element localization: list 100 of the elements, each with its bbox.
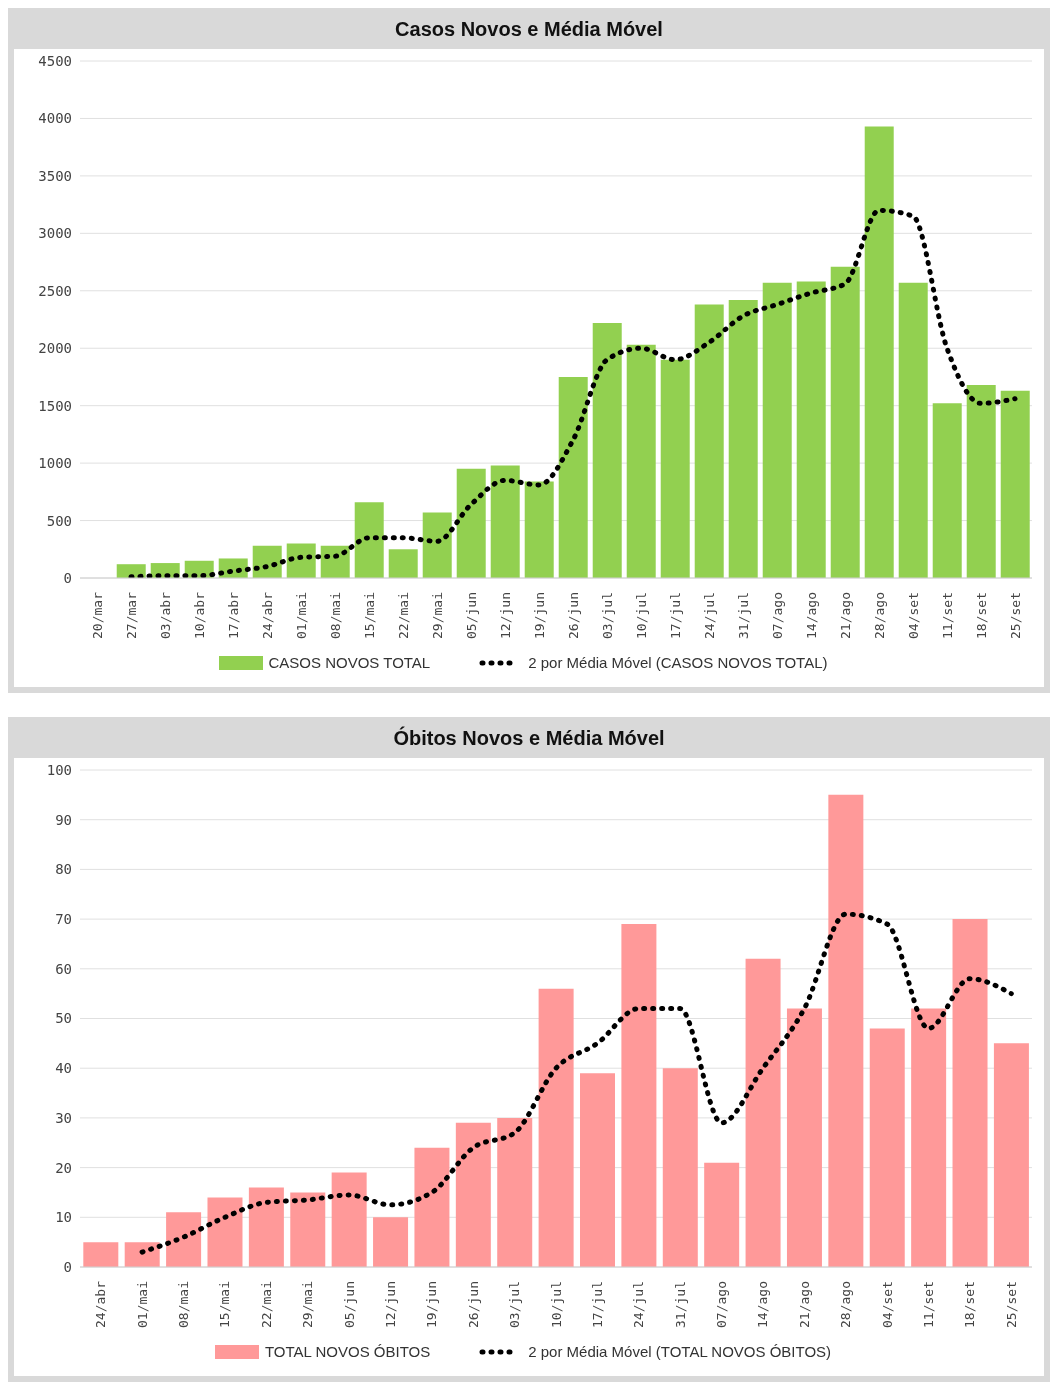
x-tick-label: 20/mar	[89, 591, 105, 639]
bar	[207, 1197, 243, 1267]
y-tick-label: 1500	[38, 397, 72, 414]
bar	[694, 304, 724, 578]
bar	[455, 1122, 491, 1267]
x-tick-label: 26/jun	[465, 1281, 481, 1328]
x-tick-label: 31/jul	[672, 1281, 688, 1328]
bar	[248, 1187, 284, 1267]
chart-title: Óbitos Novos e Média Móvel	[392, 725, 666, 751]
x-tick-label: 24/abr	[93, 1280, 109, 1328]
x-tick-label: 03/jul	[599, 592, 615, 639]
bar	[580, 1073, 616, 1267]
y-tick-label: 100	[46, 761, 72, 778]
x-tick-label: 24/jul	[631, 1281, 647, 1328]
y-tick-label: 20	[55, 1159, 72, 1176]
bar	[662, 1068, 698, 1267]
bar	[869, 1028, 905, 1267]
legend-label: CASOS NOVOS TOTAL	[268, 654, 431, 671]
bar	[828, 794, 864, 1267]
x-tick-label: 15/mai	[361, 592, 377, 639]
x-tick-label: 18/set	[973, 592, 989, 639]
legend-label: 2 por Média Móvel (CASOS NOVOS TOTAL)	[528, 654, 828, 671]
x-tick-label: 22/mai	[395, 592, 411, 639]
x-tick-label: 12/jun	[382, 1281, 398, 1328]
x-tick-label: 17/abr	[225, 591, 241, 639]
bar	[993, 1043, 1029, 1267]
y-tick-label: 90	[55, 811, 72, 828]
x-tick-label: 31/jul	[735, 592, 751, 639]
bar	[745, 958, 781, 1267]
x-tick-label: 05/jun	[341, 1281, 357, 1328]
bar	[898, 282, 928, 578]
y-tick-label: 3000	[38, 225, 72, 242]
x-tick-label: 14/ago	[755, 1281, 771, 1328]
x-tick-label: 19/jun	[424, 1281, 440, 1328]
x-tick-label: 03/jul	[507, 1281, 523, 1328]
x-tick-label: 29/mai	[300, 1281, 316, 1328]
y-tick-label: 500	[46, 512, 72, 529]
bar	[762, 282, 792, 578]
bar	[704, 1162, 740, 1267]
bar	[490, 465, 520, 578]
y-tick-label: 3500	[38, 167, 72, 184]
bar	[830, 266, 860, 578]
bar	[422, 512, 452, 578]
bar	[414, 1147, 450, 1267]
bar	[1000, 390, 1030, 578]
x-tick-label: 29/mai	[429, 592, 445, 639]
bar	[166, 1212, 202, 1267]
y-tick-label: 10	[55, 1209, 72, 1226]
legend-label: TOTAL NOVOS ÓBITOS	[264, 1343, 431, 1360]
x-tick-label: 10/jul	[633, 592, 649, 639]
bar	[932, 403, 962, 578]
bar	[290, 1192, 326, 1267]
x-tick-label: 19/jun	[531, 592, 547, 639]
y-tick-label: 2000	[38, 340, 72, 357]
x-tick-label: 05/jun	[463, 592, 479, 639]
x-tick-label: 17/jul	[589, 1281, 605, 1328]
bar	[626, 344, 656, 578]
x-tick-label: 08/mai	[327, 592, 343, 639]
bar	[660, 359, 690, 578]
y-tick-label: 4500	[38, 52, 72, 69]
bar	[796, 281, 826, 578]
x-tick-label: 15/mai	[217, 1281, 233, 1328]
x-tick-label: 07/ago	[769, 592, 785, 639]
x-tick-label: 08/mai	[175, 1281, 191, 1328]
bar	[558, 376, 588, 578]
bar	[864, 126, 894, 578]
y-tick-label: 30	[55, 1109, 72, 1126]
x-tick-label: 12/jun	[497, 592, 513, 639]
x-tick-label: 10/abr	[191, 591, 207, 639]
bar	[331, 1172, 367, 1267]
x-tick-label: 28/ago	[871, 592, 887, 639]
bar	[621, 924, 657, 1267]
y-tick-label: 40	[55, 1060, 72, 1077]
y-tick-label: 70	[55, 911, 72, 928]
x-tick-label: 14/ago	[803, 592, 819, 639]
x-tick-label: 28/ago	[838, 1281, 854, 1328]
bar	[952, 919, 988, 1267]
x-tick-label: 03/abr	[157, 591, 173, 639]
x-tick-label: 21/ago	[837, 592, 853, 639]
x-tick-label: 21/ago	[796, 1281, 812, 1328]
y-tick-label: 4000	[38, 110, 72, 127]
chart-title: Casos Novos e Média Móvel	[394, 17, 664, 42]
y-tick-label: 2500	[38, 282, 72, 299]
x-tick-label: 24/jul	[701, 592, 717, 639]
x-tick-label: 11/set	[921, 1281, 937, 1328]
bar	[388, 549, 418, 578]
bar	[966, 384, 996, 578]
x-tick-label: 01/mai	[293, 592, 309, 639]
x-tick-label: 17/jul	[667, 592, 683, 639]
x-tick-label: 04/set	[905, 592, 921, 639]
x-tick-label: 25/set	[1007, 592, 1023, 639]
x-tick-label: 24/abr	[259, 591, 275, 639]
y-tick-label: 0	[63, 569, 72, 586]
y-tick-label: 80	[55, 861, 72, 878]
x-tick-label: 04/set	[879, 1281, 895, 1328]
x-tick-label: 25/set	[1003, 1281, 1019, 1328]
x-tick-label: 01/mai	[134, 1281, 150, 1328]
x-tick-label: 26/jun	[565, 592, 581, 639]
bar	[911, 1008, 947, 1267]
y-tick-label: 1000	[38, 455, 72, 472]
